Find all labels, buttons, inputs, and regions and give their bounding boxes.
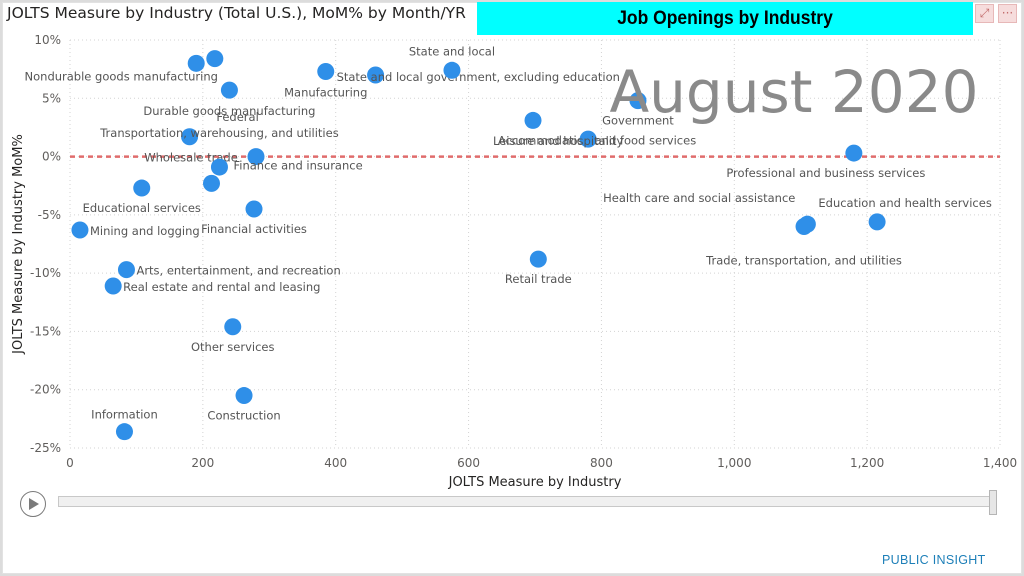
x-tick-label: 1,200 [850, 456, 884, 470]
data-point [845, 144, 863, 162]
data-label: Nondurable goods manufacturing [25, 69, 218, 83]
data-label: Educational services [83, 201, 201, 215]
data-label: Arts, entertainment, and recreation [136, 264, 340, 278]
data-point [206, 50, 224, 68]
data-label: Finance and insurance [233, 158, 362, 172]
banner-title: Job Openings by Industry [617, 8, 833, 29]
y-tick-label: 5% [42, 91, 61, 105]
data-point [115, 423, 133, 441]
data-point [181, 128, 199, 146]
data-point [245, 200, 263, 218]
data-point [224, 318, 242, 336]
data-label: Transportation, warehousing, and utiliti… [99, 126, 339, 140]
focus-mode-icon[interactable]: ⤢ [975, 4, 994, 23]
x-tick-label: 1,400 [983, 456, 1017, 470]
data-label: Leisure and hospitality [493, 134, 624, 148]
y-tick-label: -5% [38, 208, 61, 222]
data-label: Accommodation and food services [498, 133, 696, 147]
data-point [187, 54, 205, 72]
y-tick-label: -20% [30, 383, 61, 397]
data-label: Education and health services [818, 196, 991, 210]
y-tick-label: -10% [30, 266, 61, 280]
data-point [367, 66, 385, 84]
data-label: Real estate and rental and leasing [123, 280, 320, 294]
data-label: Construction [207, 409, 280, 423]
y-tick-label: -15% [30, 324, 61, 338]
timeline-slider[interactable] [58, 496, 994, 507]
data-point [868, 213, 886, 231]
data-point [71, 221, 89, 239]
data-label: Government [602, 114, 674, 128]
data-point [247, 148, 265, 166]
x-tick-label: 600 [457, 456, 480, 470]
x-tick-label: 1,000 [717, 456, 751, 470]
data-label: Retail trade [505, 272, 572, 286]
data-label: Trade, transportation, and utilities [705, 254, 902, 268]
data-label: Other services [191, 340, 275, 354]
more-options-icon[interactable]: ··· [998, 4, 1017, 23]
data-label: State and local [409, 44, 495, 58]
data-point [117, 261, 135, 279]
y-axis-title: JOLTS Measure by Industry MoM% [11, 134, 26, 355]
data-label: State and local government, excluding ed… [337, 70, 620, 84]
data-point [529, 250, 547, 268]
x-tick-label: 0 [66, 456, 74, 470]
data-point [579, 130, 597, 148]
play-icon[interactable] [20, 491, 46, 517]
data-point [629, 92, 647, 110]
public-insight-logo: PUBLIC INSIGHT [882, 553, 986, 567]
data-label: Federal [216, 110, 258, 124]
data-point [317, 62, 335, 80]
data-label: Financial activities [201, 222, 307, 236]
data-point [104, 277, 122, 295]
data-point [795, 218, 813, 236]
data-label: Information [91, 408, 158, 422]
data-label: Manufacturing [284, 85, 367, 99]
data-label: Professional and business services [726, 166, 925, 180]
more-options-label: ··· [1001, 6, 1014, 20]
y-tick-label: 0% [42, 150, 61, 164]
data-label: Durable goods manufacturing [143, 104, 315, 118]
x-tick-label: 200 [191, 456, 214, 470]
data-point [235, 387, 253, 405]
chart-title: JOLTS Measure by Industry (Total U.S.), … [7, 4, 466, 22]
period-label: August 2020 [609, 58, 978, 126]
x-axis-title: JOLTS Measure by Industry [448, 475, 622, 490]
data-point [202, 174, 220, 192]
data-point [524, 111, 542, 129]
data-label: Mining and logging [90, 224, 200, 238]
y-tick-label: 10% [34, 33, 61, 47]
x-tick-label: 400 [324, 456, 347, 470]
x-tick-label: 800 [590, 456, 613, 470]
title-banner: Job Openings by Industry [477, 2, 973, 35]
timeline-handle[interactable] [989, 490, 997, 515]
data-label: Health care and social assistance [603, 191, 795, 205]
data-point [443, 61, 461, 79]
y-tick-label: -25% [30, 441, 61, 455]
data-point [220, 81, 238, 99]
data-point [210, 158, 228, 176]
data-point [133, 179, 151, 197]
